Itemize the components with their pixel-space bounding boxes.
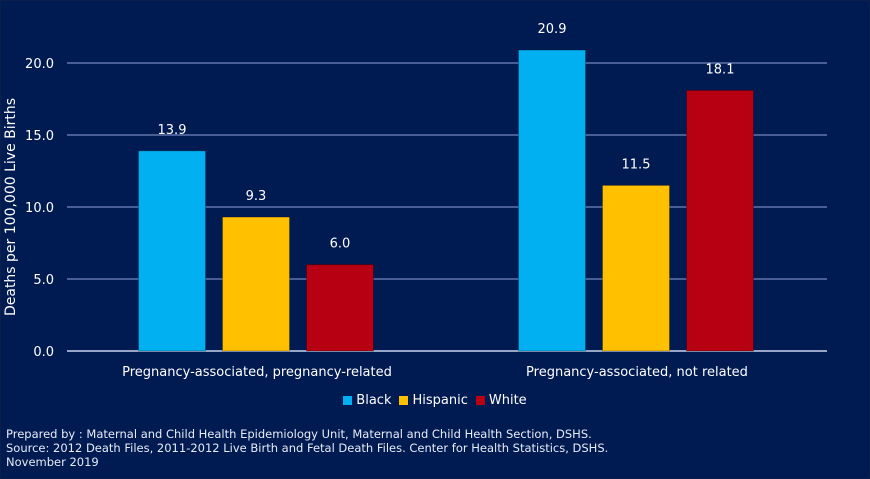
data-label: 11.5: [622, 157, 651, 172]
bar-hispanic: [222, 216, 290, 352]
bar-black: [518, 49, 586, 352]
x-category-label: Pregnancy-associated, not related: [526, 365, 748, 380]
data-label: 13.9: [158, 123, 187, 138]
y-tick-label: 15.0: [25, 129, 54, 144]
bar-hispanic: [602, 184, 670, 352]
footer-notes: Prepared by : Maternal and Child Health …: [6, 427, 608, 469]
x-category-label: Pregnancy-associated, pregnancy-related: [122, 365, 392, 380]
bar-white: [306, 264, 374, 352]
legend-item-hispanic: Hispanic: [399, 393, 468, 408]
y-tick-label: 20.0: [25, 57, 54, 72]
data-label: 9.3: [246, 189, 267, 204]
bar-chart: Deaths per 100,000 Live Births 0.0 5.0 10.…: [3, 22, 827, 380]
data-label: 6.0: [330, 237, 351, 252]
y-tick-label: 10.0: [25, 201, 54, 216]
footer-date: November 2019: [6, 455, 99, 469]
bar-black: [138, 150, 206, 352]
legend-swatch: [475, 396, 485, 405]
bar-white: [686, 89, 754, 352]
data-label: 18.1: [706, 62, 735, 77]
y-tick-label: 5.0: [33, 273, 54, 288]
y-axis-label: Deaths per 100,000 Live Births: [3, 98, 19, 316]
legend: Black Hispanic White: [0, 393, 870, 409]
y-tick-label: 0.0: [33, 345, 54, 360]
legend-label: Black: [356, 393, 392, 408]
legend-item-black: Black: [343, 393, 391, 408]
legend-label: White: [488, 393, 527, 408]
data-label: 20.9: [538, 22, 567, 37]
legend-item-white: White: [475, 393, 527, 408]
legend-swatch: [343, 396, 353, 405]
legend-label: Hispanic: [412, 393, 468, 408]
footer-source: Source: 2012 Death Files, 2011-2012 Live…: [6, 441, 609, 455]
legend-swatch: [399, 396, 409, 405]
footer-prepared-by: Prepared by : Maternal and Child Health …: [6, 427, 592, 441]
